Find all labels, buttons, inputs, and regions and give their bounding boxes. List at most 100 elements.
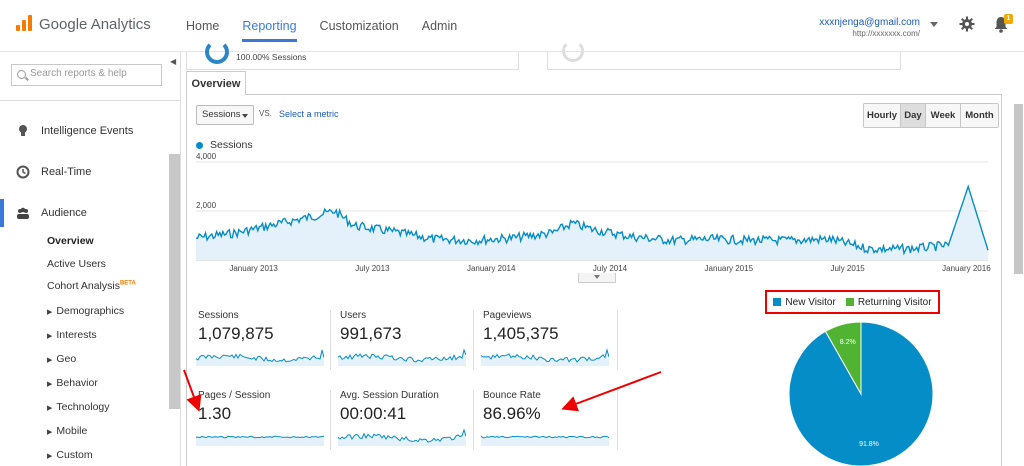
pie-slice-label: 91.8%	[859, 441, 879, 448]
metric-value: 00:00:41	[340, 404, 407, 423]
y-tick-label: 2,000	[196, 201, 217, 210]
sparkline	[196, 435, 324, 446]
y-tick-label: 4,000	[196, 152, 217, 161]
sparkline-line	[196, 435, 324, 439]
hourly-button[interactable]: Hourly	[864, 104, 901, 127]
metric-users[interactable]: Users 991,673	[338, 310, 472, 380]
metric-value: 1.30	[198, 404, 232, 423]
account-switcher[interactable]: xxxnjenga@gmail.com http://xxxxxxx.com/	[819, 17, 920, 38]
bulb-icon	[19, 125, 27, 136]
day-button[interactable]: Day	[901, 104, 926, 127]
x-tick-label: January 2015	[705, 264, 754, 273]
x-tick-label: July 2014	[593, 264, 628, 273]
notification-badge: 1	[1004, 14, 1013, 24]
nav-admin[interactable]: Admin	[421, 19, 458, 33]
metric-pages-per-session[interactable]: Pages / Session 1.30	[196, 390, 330, 460]
sparkline-area	[196, 350, 324, 366]
legend-item-new-visitor[interactable]: New Visitor	[773, 297, 836, 308]
people-icon	[17, 207, 29, 219]
legend-item-returning-visitor[interactable]: Returning Visitor	[845, 297, 932, 308]
segment-sessions-pct: 100.00% Sessions	[236, 52, 307, 62]
segment-ring-icon	[562, 40, 584, 62]
sidebar-item-demographics[interactable]: ▶ Demographics	[47, 305, 124, 317]
metric-value: 991,673	[340, 324, 402, 343]
sessions-series-line	[195, 184, 989, 256]
sidebar-item-custom[interactable]: ▶ Custom	[47, 449, 93, 461]
caret-right-icon: ▶	[47, 381, 53, 388]
divider	[473, 310, 474, 370]
metric-selector-value: Sessions	[202, 109, 241, 120]
collapse-sidebar-icon[interactable]: ◀	[170, 57, 177, 66]
vs-label: VS.	[259, 109, 272, 118]
metric-value: 1,405,375	[483, 324, 559, 343]
sessions-line-chart[interactable]: 4,000 2,000 January 2013 July 2013 January 2…	[182, 52, 1012, 282]
chevron-down-icon[interactable]	[930, 22, 938, 27]
pie-slice-returning-visitor[interactable]	[824, 321, 862, 396]
account-site: http://xxxxxxx.com/	[852, 29, 920, 38]
legend-swatch	[196, 141, 203, 149]
sessions-area	[196, 186, 988, 260]
analytics-logo-icon	[16, 15, 34, 33]
sidebar-item-geo[interactable]: ▶ Geo	[47, 353, 76, 365]
x-tick-label: July 2013	[355, 264, 390, 273]
sidebar-item-overview[interactable]: Overview	[47, 235, 94, 247]
chevron-down-icon	[242, 114, 248, 118]
chart-legend[interactable]: Sessions	[196, 139, 253, 151]
select-metric-link[interactable]: Select a metric	[279, 109, 339, 119]
metric-selector[interactable]: Sessions	[196, 105, 254, 125]
beta-badge: BETA	[119, 280, 136, 287]
sidebar-scrollbar[interactable]	[169, 154, 180, 409]
metric-value: 86.96%	[483, 404, 541, 423]
metric-bounce-rate[interactable]: Bounce Rate 86.96%	[481, 390, 615, 460]
sidebar-item-intelligence-events[interactable]: Intelligence Events	[0, 119, 168, 143]
segment-ring-icon	[205, 40, 229, 64]
sparkline	[338, 428, 466, 446]
caret-right-icon: ▶	[47, 405, 53, 412]
metric-label: Bounce Rate	[483, 390, 541, 401]
sidebar-item-cohort-analysis[interactable]: Cohort AnalysisBETA	[47, 280, 136, 292]
caret-right-icon: ▶	[47, 453, 53, 460]
sidebar-item-interests[interactable]: ▶ Interests	[47, 329, 97, 341]
metric-label: Avg. Session Duration	[340, 390, 439, 401]
overview-panel	[186, 95, 1002, 466]
report-main: 100.00% Sessions Overview Sessions VS. S…	[182, 40, 1012, 466]
sidebar-item-mobile[interactable]: ▶ Mobile	[47, 425, 87, 437]
sidebar-item-label: Cohort Analysis	[47, 280, 120, 292]
nav-reporting[interactable]: Reporting	[242, 0, 297, 52]
caret-right-icon: ▶	[47, 333, 53, 340]
metric-label: Pages / Session	[198, 390, 271, 401]
x-tick-label: January 2016	[942, 264, 991, 273]
visitor-type-pie-chart[interactable]: 91.8% 8.2%	[786, 319, 936, 466]
legend-swatch	[845, 298, 854, 306]
metric-label: Pageviews	[483, 310, 532, 321]
sidebar-item-active-users[interactable]: Active Users	[47, 258, 106, 270]
sidebar-item-audience[interactable]: Audience	[0, 199, 168, 227]
sidebar-item-technology[interactable]: ▶ Technology	[47, 401, 110, 413]
chart-expand-handle[interactable]	[578, 273, 616, 283]
sidebar: ◀ Intelligence Events Real-Time Audience…	[0, 52, 181, 466]
gear-icon[interactable]	[959, 16, 975, 32]
segment-card[interactable]: 100.00% Sessions	[186, 40, 519, 70]
page-scrollbar[interactable]	[1014, 104, 1023, 274]
metric-label: Users	[340, 310, 367, 321]
sparkline	[481, 435, 609, 446]
add-segment-card[interactable]	[547, 40, 901, 70]
nav-home[interactable]: Home	[186, 19, 220, 33]
sparkline	[196, 349, 324, 366]
metric-pageviews[interactable]: Pageviews 1,405,375	[481, 310, 615, 380]
month-button[interactable]: Month	[961, 104, 998, 127]
legend-swatch	[773, 298, 782, 306]
week-button[interactable]: Week	[926, 104, 961, 127]
metric-sessions[interactable]: Sessions 1,079,875	[196, 310, 330, 380]
sparkline-line	[481, 435, 609, 439]
search-input[interactable]	[30, 68, 158, 79]
caret-right-icon: ▶	[47, 429, 53, 436]
sidebar-item-behavior[interactable]: ▶ Behavior	[47, 377, 98, 389]
tab-overview[interactable]: Overview	[186, 71, 246, 95]
top-bar: Google Analytics Home Reporting Customiz…	[0, 0, 1024, 52]
app-logo[interactable]: Google Analytics	[16, 15, 151, 33]
search-box[interactable]	[11, 64, 162, 86]
sidebar-item-real-time[interactable]: Real-Time	[0, 160, 168, 184]
nav-customization[interactable]: Customization	[319, 19, 399, 33]
metric-avg-session-duration[interactable]: Avg. Session Duration 00:00:41	[338, 390, 472, 460]
